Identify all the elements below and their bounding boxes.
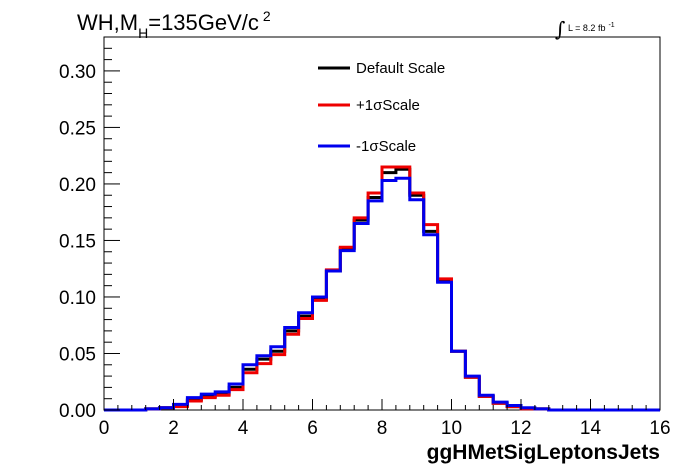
x-tick-label: 14 xyxy=(580,418,602,439)
legend-entry: -1σScale xyxy=(356,138,416,155)
y-tick-label: 0.25 xyxy=(59,118,96,139)
x-tick-label: 12 xyxy=(510,418,531,439)
legend-entry: +1σScale xyxy=(356,97,420,114)
integral-symbol: ∫ xyxy=(555,17,565,41)
legend-entry: Default Scale xyxy=(356,60,445,77)
x-tick-label: 8 xyxy=(377,418,388,439)
y-tick-label: 0.05 xyxy=(59,344,96,365)
series-line-2 xyxy=(104,176,660,412)
legend: Default Scale +1σScale -1σScale xyxy=(318,60,445,155)
y-tick-label: 0.15 xyxy=(59,231,96,252)
x-tick-label: 10 xyxy=(441,418,462,439)
y-tick-label: 0.20 xyxy=(59,175,96,196)
x-tick-label: 0 xyxy=(99,418,110,439)
y-tick-label: 0.00 xyxy=(59,401,96,422)
x-tick-label: 2 xyxy=(168,418,179,439)
y-tick-label: 0.10 xyxy=(59,288,96,309)
axis-layer: 0 2 4 6 8 10 12 14 16 0.00 0.05 0.10 0.15 0.20 0.25 0.3… xyxy=(59,36,671,439)
y-tick-label: 0.30 xyxy=(59,62,96,83)
chart-title: WH,MH=135GeV/c 2 xyxy=(77,8,271,41)
luminosity-label: ∫ L = 8.2 fb -1 xyxy=(555,17,615,41)
x-axis-label: ggHMetSigLeptonsJets xyxy=(427,441,660,464)
x-tick-label: 6 xyxy=(307,418,318,439)
x-tick-label: 4 xyxy=(238,418,249,439)
luminosity-text: L = 8.2 fb -1 xyxy=(568,22,615,33)
x-tick-label: 16 xyxy=(649,418,670,439)
